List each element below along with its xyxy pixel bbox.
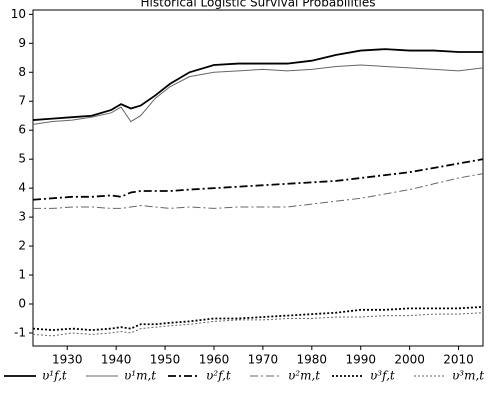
x-tick-label: 1990 xyxy=(345,353,376,367)
legend-label: υ³m,t xyxy=(452,369,484,383)
chart-title: Historical Logistic Survival Probabiliti… xyxy=(141,0,376,10)
x-tick-label: 1960 xyxy=(199,353,230,367)
x-tick-label: 1940 xyxy=(101,353,132,367)
legend-label: υ²m,t xyxy=(288,369,320,383)
y-tick-label: 8 xyxy=(18,65,26,79)
series-line xyxy=(32,158,484,201)
legend-label: υ³f,t xyxy=(370,369,395,383)
series-line xyxy=(32,48,483,121)
series-line xyxy=(33,173,484,209)
y-tick-label: -1 xyxy=(14,325,26,339)
series-line xyxy=(32,305,484,331)
y-tick-label: 3 xyxy=(18,210,26,224)
y-tick-label: 1 xyxy=(18,268,26,282)
legend-label: υ²f,t xyxy=(206,369,231,383)
y-tick-label: 7 xyxy=(18,94,26,108)
series-line xyxy=(32,312,484,337)
y-tick-label: 6 xyxy=(18,123,26,137)
x-tick-label: 1970 xyxy=(248,353,279,367)
y-tick-label: 0 xyxy=(18,297,26,311)
y-tick-label: 4 xyxy=(18,181,26,195)
legend-label: υ¹m,t xyxy=(124,369,156,383)
y-tick-label: 9 xyxy=(18,36,26,50)
plot-frame xyxy=(32,9,484,347)
series-line xyxy=(32,64,484,125)
x-tick-label: 2010 xyxy=(443,353,474,367)
y-tick-label: 10 xyxy=(11,7,26,21)
y-tick-label: 2 xyxy=(18,239,26,253)
x-tick-label: 2000 xyxy=(394,353,425,367)
x-tick-label: 1980 xyxy=(297,353,328,367)
y-tick-label: 5 xyxy=(18,152,26,166)
x-tick-label: 1950 xyxy=(150,353,181,367)
x-tick-label: 1930 xyxy=(52,353,83,367)
legend-label: υ¹f,t xyxy=(42,369,67,383)
